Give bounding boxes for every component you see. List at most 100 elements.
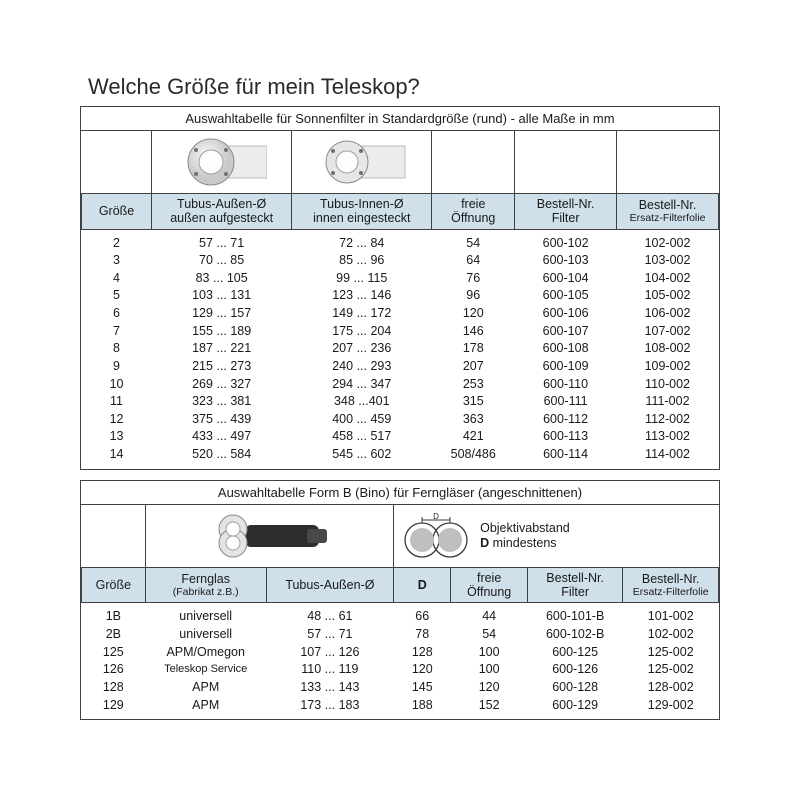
- table-row: 7155 ... 189175 ... 204146600-107107-002: [82, 323, 719, 341]
- cell-inner: 149 ... 172: [292, 305, 432, 323]
- cell-open: 44: [451, 603, 527, 626]
- cell-inner: 85 ... 96: [292, 252, 432, 270]
- cell-inner: 207 ... 236: [292, 340, 432, 358]
- cell-order: 600-112: [515, 411, 617, 429]
- table-row: 126Teleskop Service110 ... 119120100600-…: [82, 661, 719, 679]
- col-size: Größe: [82, 567, 146, 603]
- cell-foil: 112-002: [617, 411, 719, 429]
- col-open: freieÖffnung: [451, 567, 527, 603]
- cell-outer: 269 ... 327: [152, 376, 292, 394]
- cell-d: 145: [394, 679, 451, 697]
- table-row: 125APM/Omegon107 ... 126128100600-125125…: [82, 644, 719, 662]
- cell-foil: 128-002: [623, 679, 719, 697]
- table-row: 13433 ... 497458 ... 517421600-113113-00…: [82, 428, 719, 446]
- table2-header-row: Größe Fernglas(Fabrikat z.B.) Tubus-Auße…: [82, 567, 719, 603]
- table1-image-row: [82, 131, 719, 194]
- cell-size: 2: [82, 229, 152, 252]
- cell-order: 600-102-B: [527, 626, 623, 644]
- cell-foil: 104-002: [617, 270, 719, 288]
- table-row: 129APM173 ... 183188152600-129129-002: [82, 697, 719, 720]
- cell-open: 146: [432, 323, 515, 341]
- cell-open: 363: [432, 411, 515, 429]
- cell-outer: 83 ... 105: [152, 270, 292, 288]
- cell-foil: 110-002: [617, 376, 719, 394]
- cell-size: 1B: [82, 603, 146, 626]
- cell-outer: 57 ... 71: [266, 626, 393, 644]
- cell-outer: 57 ... 71: [152, 229, 292, 252]
- cell-d: 188: [394, 697, 451, 720]
- cell-foil: 108-002: [617, 340, 719, 358]
- cell-inner: 72 ... 84: [292, 229, 432, 252]
- col-foil: Bestell-Nr.Ersatz-Filterfolie: [623, 567, 719, 603]
- cell-inner: 123 ... 146: [292, 287, 432, 305]
- cell-order: 600-103: [515, 252, 617, 270]
- cell-foil: 103-002: [617, 252, 719, 270]
- col-inner: Tubus-Innen-Øinnen eingesteckt: [292, 193, 432, 229]
- svg-text:D: D: [433, 513, 439, 521]
- cell-open: 100: [451, 644, 527, 662]
- cell-open: 152: [451, 697, 527, 720]
- cell-order: 600-109: [515, 358, 617, 376]
- filter-outer-illustration: [152, 131, 292, 194]
- cell-open: 64: [432, 252, 515, 270]
- cell-foil: 105-002: [617, 287, 719, 305]
- dist-label-2: mindestens: [493, 536, 557, 550]
- cell-size: 8: [82, 340, 152, 358]
- table-row: 1Buniversell48 ... 616644600-101-B101-00…: [82, 603, 719, 626]
- cell-inner: 294 ... 347: [292, 376, 432, 394]
- table-telescope-filters: Auswahltabelle für Sonnenfilter in Stand…: [80, 106, 720, 470]
- cell-size: 129: [82, 697, 146, 720]
- cell-order: 600-114: [515, 446, 617, 469]
- table-row: 257 ... 7172 ... 8454600-102102-002: [82, 229, 719, 252]
- cell-inner: 545 ... 602: [292, 446, 432, 469]
- cell-foil: 125-002: [623, 644, 719, 662]
- cell-size: 3: [82, 252, 152, 270]
- table-row: 12375 ... 439400 ... 459363600-112112-00…: [82, 411, 719, 429]
- cell-outer: 187 ... 221: [152, 340, 292, 358]
- cell-size: 2B: [82, 626, 146, 644]
- cell-foil: 129-002: [623, 697, 719, 720]
- cell-size: 125: [82, 644, 146, 662]
- table-row: 8187 ... 221207 ... 236178600-108108-002: [82, 340, 719, 358]
- cell-foil: 102-002: [623, 626, 719, 644]
- cell-order: 600-104: [515, 270, 617, 288]
- col-brand: Fernglas(Fabrikat z.B.): [145, 567, 266, 603]
- cell-outer: 110 ... 119: [266, 661, 393, 679]
- cell-brand: APM/Omegon: [145, 644, 266, 662]
- cell-order: 600-128: [527, 679, 623, 697]
- cell-open: 120: [451, 679, 527, 697]
- cell-outer: 433 ... 497: [152, 428, 292, 446]
- table-row: 5103 ... 131123 ... 14696600-105105-002: [82, 287, 719, 305]
- cell-brand: universell: [145, 626, 266, 644]
- col-size: Größe: [82, 193, 152, 229]
- cell-outer: 107 ... 126: [266, 644, 393, 662]
- cell-order: 600-106: [515, 305, 617, 323]
- page-title: Welche Größe für mein Teleskop?: [88, 74, 720, 100]
- cell-open: 421: [432, 428, 515, 446]
- cell-size: 13: [82, 428, 152, 446]
- bino-illustration: [145, 505, 393, 568]
- cell-open: 315: [432, 393, 515, 411]
- cell-open: 508/486: [432, 446, 515, 469]
- cell-inner: 458 ... 517: [292, 428, 432, 446]
- table-row: 11323 ... 381348 ...401315600-111111-002: [82, 393, 719, 411]
- cell-brand: APM: [145, 697, 266, 720]
- cell-open: 120: [432, 305, 515, 323]
- cell-open: 96: [432, 287, 515, 305]
- cell-foil: 113-002: [617, 428, 719, 446]
- table-row: 14520 ... 584545 ... 602508/486600-11411…: [82, 446, 719, 469]
- cell-d: 78: [394, 626, 451, 644]
- cell-d: 120: [394, 661, 451, 679]
- cell-order: 600-107: [515, 323, 617, 341]
- cell-outer: 129 ... 157: [152, 305, 292, 323]
- cell-size: 126: [82, 661, 146, 679]
- cell-d: 128: [394, 644, 451, 662]
- cell-foil: 111-002: [617, 393, 719, 411]
- cell-size: 7: [82, 323, 152, 341]
- cell-open: 54: [432, 229, 515, 252]
- cell-size: 5: [82, 287, 152, 305]
- table2-image-row: D Objektivabstand D mindestens: [82, 505, 719, 568]
- col-open: freieÖffnung: [432, 193, 515, 229]
- cell-foil: 107-002: [617, 323, 719, 341]
- cell-open: 54: [451, 626, 527, 644]
